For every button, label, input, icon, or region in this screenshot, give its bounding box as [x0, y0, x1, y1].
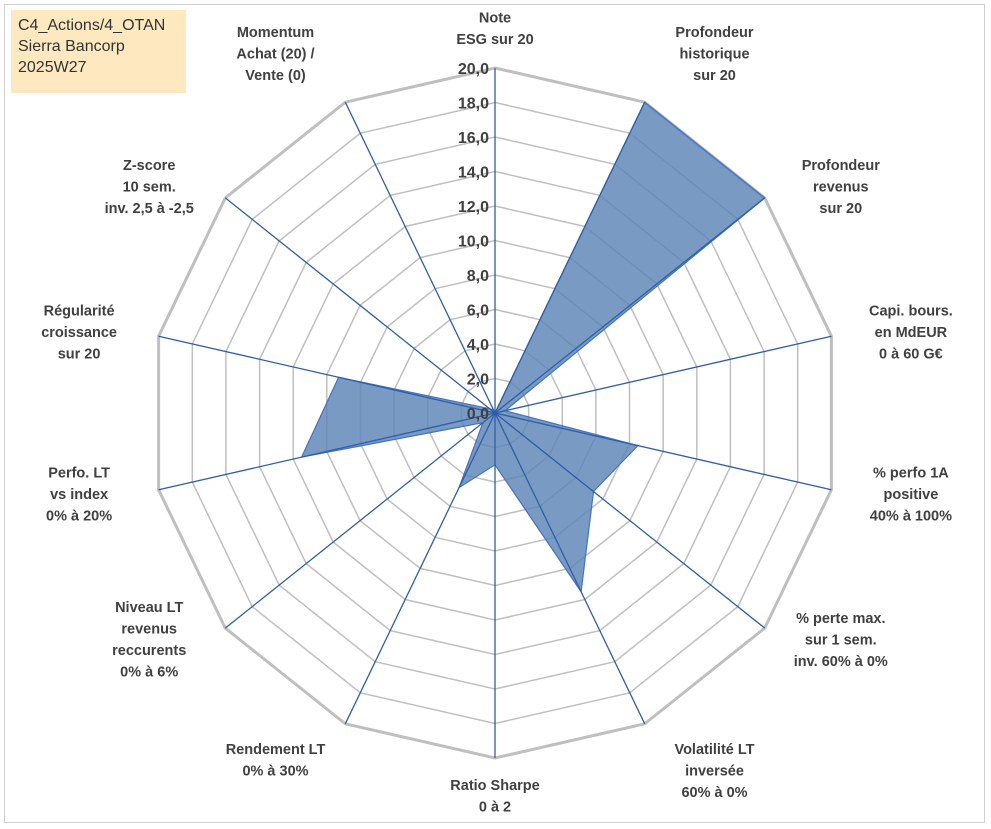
axis-spoke — [494, 412, 832, 491]
axis-label-line: sur 20 — [58, 347, 101, 363]
axis-label-line: Z-score — [123, 158, 175, 174]
tick-label: 16,0 — [458, 130, 489, 147]
axis-label: % perfo 1A positive 40% à 100% — [870, 465, 952, 524]
tick-label: 0,0 — [467, 406, 489, 423]
axis-label-line: % perte max. — [796, 611, 885, 627]
axis-label-line: en MdEUR — [875, 325, 948, 341]
axis-label-line: Achat (20) / — [236, 46, 314, 62]
axis-spoke — [494, 412, 646, 725]
axis-label: Niveau LT revenus reccurents 0% à 6% — [112, 600, 186, 681]
axis-label-line: 10 sem. — [123, 180, 176, 196]
axis-label: Profondeur historique sur 20 — [675, 25, 753, 84]
axis-label-line: revenus — [813, 180, 869, 196]
axis-label: Perfo. LT vs index 0% à 20% — [46, 465, 112, 524]
axis-label-line: Régularité — [44, 304, 115, 320]
axis-label-line: 60% à 0% — [681, 785, 747, 801]
axis-spoke — [158, 335, 496, 414]
tick-label: 12,0 — [458, 199, 489, 216]
axis-label-line: positive — [884, 487, 939, 503]
axis-label-line: Vente (0) — [245, 68, 306, 84]
axis-label-line: sur 20 — [693, 68, 736, 84]
axis-spoke — [494, 412, 766, 629]
axis-label-line: croissance — [41, 325, 117, 341]
axis-label-line: Perfo. LT — [48, 465, 110, 481]
tick-label: 2,0 — [467, 372, 489, 389]
axis-label-line: inv. 60% à 0% — [794, 654, 888, 670]
info-week: 2025W27 — [18, 59, 87, 76]
tick-label: 10,0 — [458, 234, 489, 251]
tick-label: 14,0 — [458, 165, 489, 182]
axis-label: Régularité croissance sur 20 — [41, 304, 117, 363]
axis-label-line: ESG sur 20 — [456, 32, 533, 48]
axis-label-line: Niveau LT — [115, 600, 183, 616]
axis-label-line: 40% à 100% — [870, 508, 952, 524]
axis-label-line: Volatilité LT — [674, 742, 754, 758]
tick-label: 8,0 — [467, 268, 489, 285]
axis-label-line: 0% à 30% — [242, 764, 308, 780]
axis-label-line: historique — [679, 46, 749, 62]
axis-label: Capi. bours. en MdEUR 0 à 60 G€ — [869, 304, 953, 363]
axis-label: Momentum Achat (20) / Vente (0) — [236, 25, 314, 84]
axis-label: Profondeur revenus sur 20 — [802, 158, 880, 217]
axis-spoke — [224, 197, 496, 414]
tick-label: 18,0 — [458, 96, 489, 113]
tick-label: 4,0 — [467, 337, 489, 354]
tick-label: 20,0 — [458, 61, 489, 78]
info-company: Sierra Bancorp — [18, 38, 125, 55]
axis-label: Rendement LT 0% à 30% — [226, 742, 326, 780]
info-portfolio: C4_Actions/4_OTAN — [18, 17, 166, 34]
axis-spoke — [344, 412, 496, 725]
axis-spoke — [158, 412, 496, 491]
axis-label-line: Ratio Sharpe — [450, 778, 539, 794]
axis-label-line: sur 20 — [819, 201, 862, 217]
axis-label-line: 0 à 2 — [479, 800, 511, 816]
axis-label-line: Momentum — [237, 25, 314, 41]
axis-label: Volatilité LT inversée 60% à 0% — [674, 742, 754, 801]
axis-label-line: revenus — [121, 622, 177, 638]
axis-spoke — [344, 101, 496, 414]
axis-label: Note ESG sur 20 — [456, 11, 533, 49]
axis-label: Z-score 10 sem. inv. 2,5 à -2,5 — [105, 158, 194, 217]
axis-label-line: Rendement LT — [226, 742, 326, 758]
axis-label-line: 0% à 6% — [120, 665, 178, 681]
axis-label-line: inv. 2,5 à -2,5 — [105, 201, 194, 217]
axis-spoke — [224, 412, 496, 629]
tick-label: 6,0 — [467, 303, 489, 320]
axis-spoke — [494, 101, 646, 414]
axis-label-line: sur 1 sem. — [805, 632, 877, 648]
axis-label-line: Profondeur — [675, 25, 753, 41]
axis-label: % perte max. sur 1 sem. inv. 60% à 0% — [794, 611, 888, 670]
axis-label: Ratio Sharpe 0 à 2 — [450, 778, 539, 816]
axis-label-line: 0 à 60 G€ — [879, 347, 943, 363]
axis-label-line: reccurents — [112, 643, 186, 659]
axis-label-line: Capi. bours. — [869, 304, 953, 320]
axis-label-line: 0% à 20% — [46, 508, 112, 524]
axis-label-line: Note — [479, 11, 511, 27]
axis-label-line: Profondeur — [802, 158, 880, 174]
info-box: C4_Actions/4_OTAN Sierra Bancorp 2025W27 — [11, 10, 186, 93]
axis-label-line: % perfo 1A — [873, 465, 949, 481]
axis-spoke — [494, 335, 832, 414]
axis-label-line: vs index — [50, 487, 108, 503]
data-area — [300, 101, 766, 594]
chart-frame — [4, 4, 985, 823]
axis-spoke — [494, 197, 766, 414]
axis-label-line: inversée — [685, 764, 744, 780]
